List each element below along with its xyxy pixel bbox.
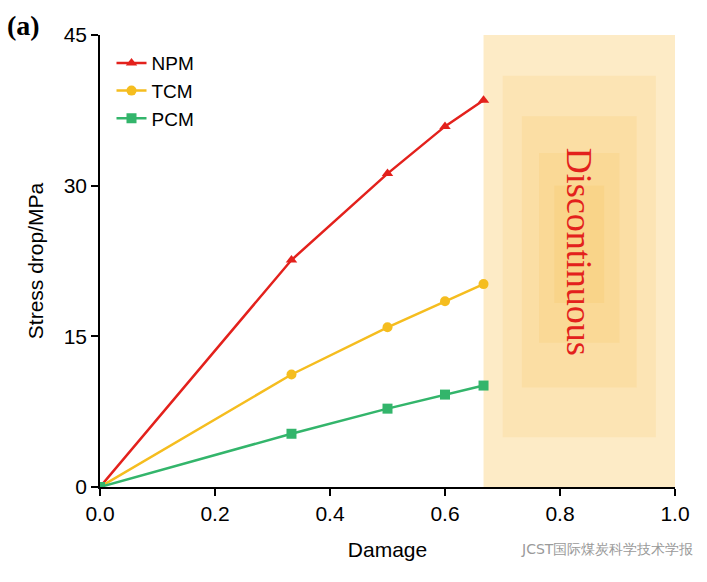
svg-text:30: 30 <box>64 174 87 197</box>
svg-text:Damage: Damage <box>348 538 427 561</box>
svg-text:1.0: 1.0 <box>660 502 689 525</box>
svg-text:0.8: 0.8 <box>545 502 574 525</box>
svg-text:NPM: NPM <box>152 53 194 74</box>
svg-text:Discontinuous: Discontinuous <box>559 148 599 356</box>
svg-text:TCM: TCM <box>152 81 193 102</box>
svg-text:0.6: 0.6 <box>430 502 459 525</box>
svg-text:0.0: 0.0 <box>85 502 114 525</box>
svg-text:0.2: 0.2 <box>200 502 229 525</box>
svg-text:15: 15 <box>64 325 87 348</box>
svg-text:45: 45 <box>64 23 87 46</box>
svg-text:JCST国际煤炭科学技术学报: JCST国际煤炭科学技术学报 <box>521 541 693 557</box>
svg-text:(a): (a) <box>7 10 40 41</box>
svg-text:0: 0 <box>75 475 87 498</box>
svg-text:Stress drop/MPa: Stress drop/MPa <box>24 182 47 339</box>
svg-text:0.4: 0.4 <box>315 502 345 525</box>
svg-text:PCM: PCM <box>152 109 194 130</box>
